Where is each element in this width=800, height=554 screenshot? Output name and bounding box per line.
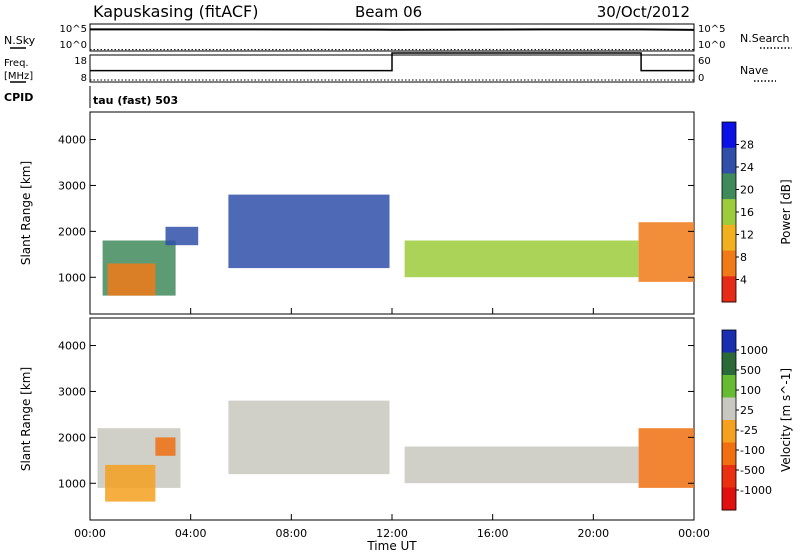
noise-right-tick-bottom: 10^0	[698, 40, 725, 51]
power-colorbar-swatch	[722, 199, 736, 226]
velocity-colorbar-swatch	[722, 352, 736, 376]
velocity-colorbar-swatch	[722, 397, 736, 421]
frequency-line	[90, 52, 694, 72]
velocity-colorbar-tick-label: -100	[740, 444, 765, 457]
x-tick-label: 08:00	[275, 527, 307, 540]
power-echo-band-4	[404, 240, 639, 278]
velocity-colorbar-label: Velocity [m s^-1]	[779, 368, 793, 472]
power-colorbar-tick-label: 16	[740, 206, 754, 219]
power-colorbar-swatch	[722, 250, 736, 277]
freq-left-tick-top: 18	[74, 56, 87, 67]
nsky-line	[90, 28, 695, 31]
velocity-echo-band-1	[105, 464, 156, 502]
power-colorbar-tick-label: 20	[740, 184, 754, 197]
nsearch-label: N.Search	[740, 32, 790, 45]
x-tick-label: 00:00	[678, 527, 710, 540]
velocity-ytick-label: 3000	[58, 385, 86, 398]
x-tick-label: 00:00	[74, 527, 106, 540]
power-colorbar-tick-label: 12	[740, 229, 754, 242]
power-echo-band-1	[107, 263, 156, 296]
velocity-ylabel: Slant Range [km]	[19, 367, 33, 471]
x-tick-label: 20:00	[577, 527, 609, 540]
power-echo-band-2	[165, 226, 199, 246]
velocity-colorbar-tick-label: 100	[740, 384, 761, 397]
date-title: 30/Oct/2012	[597, 3, 690, 21]
velocity-colorbar-swatch	[722, 375, 736, 398]
velocity-echo-band-4	[404, 446, 639, 484]
velocity-colorbar-swatch	[722, 442, 736, 466]
velocity-panel: 1000 2000 3000 4000 Slant Range [km]	[19, 317, 695, 521]
velocity-colorbar-swatch	[722, 420, 736, 443]
nsky-label: N.Sky	[4, 34, 36, 47]
power-ytick-label: 1000	[58, 271, 86, 284]
x-tick-label: 12:00	[376, 527, 408, 540]
velocity-colorbar-frame	[721, 329, 737, 511]
velocity-colorbar-swatch	[722, 487, 736, 511]
power-panel: 1000 2000 3000 4000 Slant Range [km]	[19, 111, 695, 315]
velocity-colorbar-tick-label: 1000	[740, 344, 768, 357]
power-colorbar-swatch	[722, 276, 736, 303]
power-colorbar-tick-label: 4	[740, 274, 747, 287]
velocity-colorbar-tick-label: -500	[740, 464, 765, 477]
velocity-colorbar-tick-label: 25	[740, 404, 754, 417]
x-tick-label: 04:00	[175, 527, 207, 540]
freq-unit-label: [MHz]	[4, 71, 33, 82]
power-ytick-label: 2000	[58, 225, 86, 238]
power-colorbar-tick-label: 8	[740, 251, 747, 264]
power-ytick-label: 3000	[58, 179, 86, 192]
velocity-echo-band-3	[228, 400, 390, 475]
power-panel-frame	[89, 111, 695, 315]
noise-panel-frame	[89, 23, 695, 52]
velocity-ytick-label: 2000	[58, 431, 86, 444]
station-title: Kapuskasing (fitACF)	[93, 2, 258, 21]
nave-label: Nave	[740, 64, 768, 77]
beam-title: Beam 06	[355, 3, 422, 21]
velocity-ytick-label: 1000	[58, 477, 86, 490]
freq-left-tick-bottom: 8	[81, 73, 87, 84]
power-echo-band-5	[638, 222, 694, 282]
noise-left-tick-bottom: 10^0	[60, 40, 87, 51]
velocity-colorbar-swatch	[722, 465, 736, 488]
power-colorbar-swatch	[722, 173, 736, 200]
freq-label: Freq.	[4, 58, 29, 69]
power-colorbar-tick-label: 24	[740, 161, 754, 174]
power-colorbar-swatch	[722, 122, 736, 149]
freq-right-tick-top: 60	[698, 56, 711, 67]
velocity-echo-band-2	[155, 437, 176, 456]
velocity-colorbar-swatch	[722, 330, 736, 353]
velocity-colorbar-tick-label: -25	[740, 424, 758, 437]
velocity-ytick-label: 4000	[58, 340, 86, 353]
power-colorbar-swatch	[722, 224, 736, 252]
power-echo-band-3	[228, 194, 390, 269]
cpid-mode-text: tau (fast) 503	[93, 94, 178, 107]
velocity-colorbar-tick-label: 500	[740, 364, 761, 377]
noise-left-tick-top: 10^5	[60, 24, 87, 35]
cpid-label: CPID	[4, 91, 33, 104]
power-ytick-label: 4000	[58, 134, 86, 147]
velocity-colorbar-tick-label: -1000	[740, 484, 772, 497]
power-ylabel: Slant Range [km]	[19, 161, 33, 265]
power-colorbar-swatch	[722, 147, 736, 174]
noise-right-tick-top: 10^5	[698, 24, 725, 35]
x-tick-label: 16:00	[477, 527, 509, 540]
power-colorbar-label: Power [dB]	[779, 179, 793, 244]
freq-right-tick-bottom: 0	[698, 73, 704, 84]
velocity-echo-band-5	[638, 428, 694, 488]
velocity-panel-frame	[89, 317, 695, 521]
x-axis-label: Time UT	[366, 539, 417, 553]
power-colorbar-tick-label: 28	[740, 139, 754, 152]
